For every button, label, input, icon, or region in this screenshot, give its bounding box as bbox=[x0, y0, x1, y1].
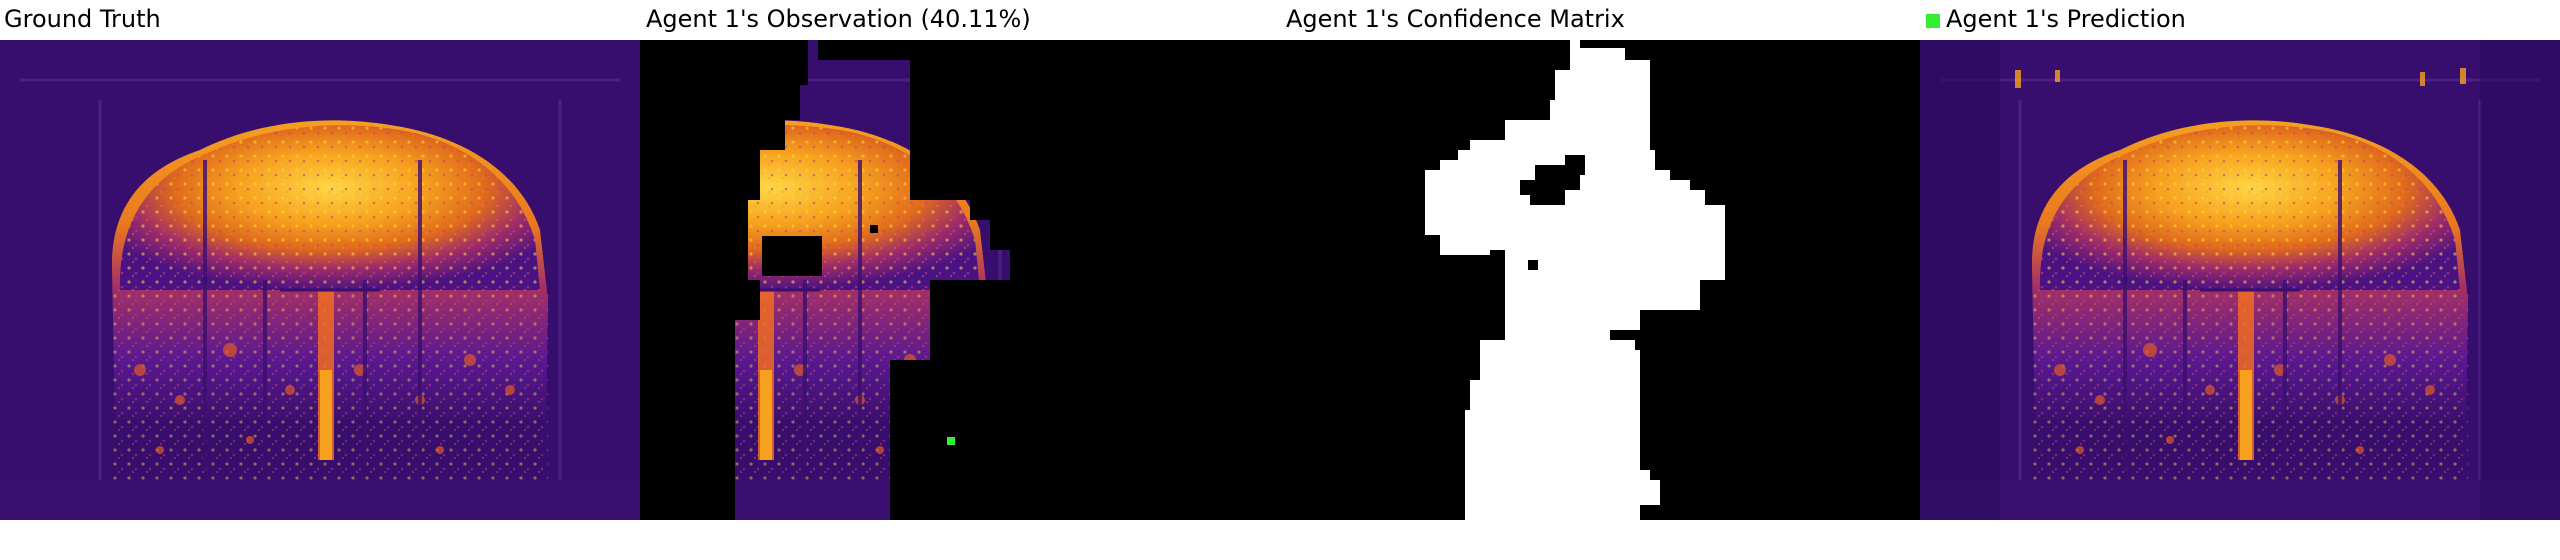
title-confidence-text: Agent 1's Confidence Matrix bbox=[1286, 5, 1625, 33]
title-confidence-matrix: Agent 1's Confidence Matrix bbox=[1286, 2, 1625, 36]
agent-position-marker bbox=[947, 437, 955, 445]
observation-image bbox=[640, 40, 1280, 520]
title-observation: Agent 1's Observation (40.11%) bbox=[646, 2, 1031, 36]
agent-marker-legend-icon bbox=[1926, 14, 1940, 28]
title-prediction: Agent 1's Prediction bbox=[1926, 2, 2186, 36]
ground-truth-image bbox=[0, 40, 640, 520]
title-prediction-text: Agent 1's Prediction bbox=[1946, 5, 2186, 33]
confidence-matrix-image bbox=[1280, 40, 1920, 520]
title-ground-truth: Ground Truth bbox=[4, 2, 161, 36]
title-observation-text: Agent 1's Observation (40.11%) bbox=[646, 5, 1031, 33]
title-ground-truth-text: Ground Truth bbox=[4, 5, 161, 33]
prediction-image bbox=[1920, 40, 2560, 520]
